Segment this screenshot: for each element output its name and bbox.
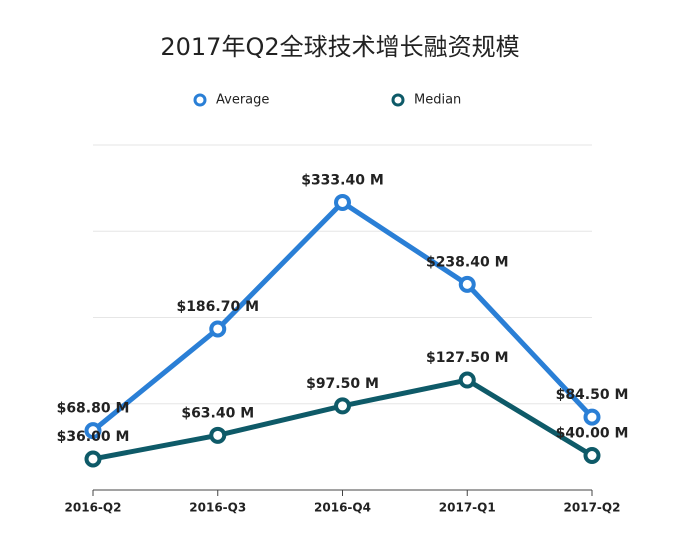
point bbox=[334, 397, 351, 415]
chart-title: 2017年Q2全球技术增长融资规模 bbox=[160, 33, 519, 61]
data-label: $333.40 M bbox=[301, 172, 384, 188]
point bbox=[334, 193, 351, 211]
point bbox=[583, 447, 601, 464]
point bbox=[84, 450, 102, 468]
data-label: $127.50 M bbox=[426, 350, 509, 366]
data-label: $63.40 M bbox=[181, 405, 254, 421]
x-tick-label: 2016-Q2 bbox=[65, 501, 122, 515]
data-label: $84.50 M bbox=[556, 387, 629, 403]
x-tick-label: 2016-Q4 bbox=[314, 501, 371, 515]
data-label: $238.40 M bbox=[426, 254, 509, 270]
data-label: $36.00 M bbox=[57, 429, 130, 445]
data-label: $186.70 M bbox=[176, 299, 259, 315]
x-tick-label: 2017-Q1 bbox=[439, 501, 496, 515]
x-tick-label: 2016-Q3 bbox=[189, 501, 246, 515]
point bbox=[209, 426, 227, 444]
point bbox=[84, 422, 102, 440]
legend-label: Average bbox=[216, 93, 269, 108]
point bbox=[458, 275, 476, 293]
series-line bbox=[91, 199, 594, 433]
point bbox=[209, 320, 227, 338]
x-tick-label: 2017-Q2 bbox=[564, 501, 621, 515]
data-label: $97.50 M bbox=[306, 376, 379, 392]
legend-marker bbox=[391, 93, 405, 107]
data-label: $68.80 M bbox=[57, 401, 130, 417]
legend-marker bbox=[193, 93, 207, 107]
data-label: $40.00 M bbox=[556, 426, 629, 442]
point bbox=[458, 371, 476, 389]
legend-label: Median bbox=[414, 93, 461, 108]
point bbox=[583, 408, 601, 426]
